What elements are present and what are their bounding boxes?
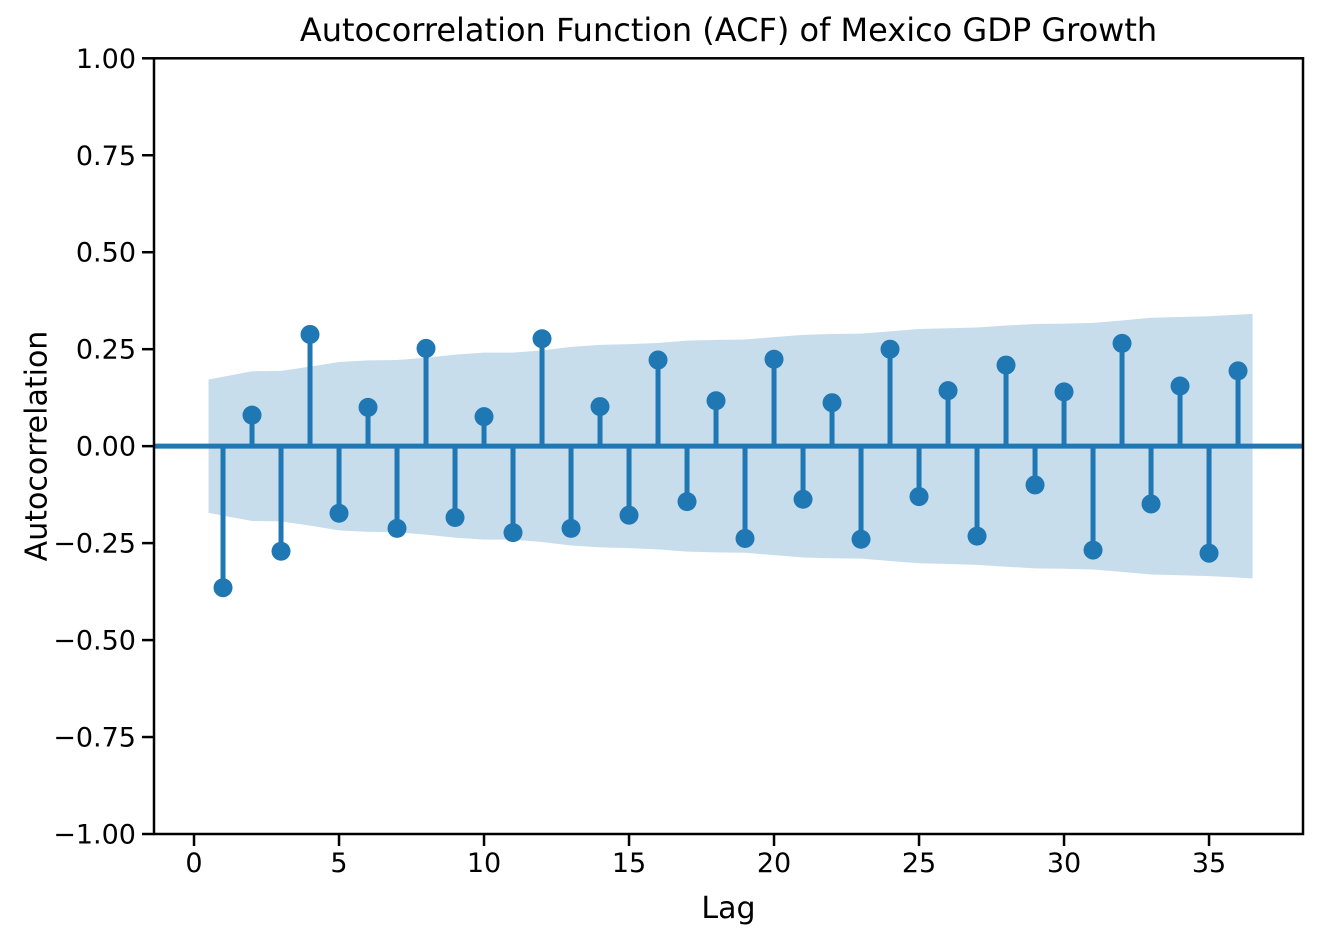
x-tick-label: 20 — [757, 848, 791, 879]
x-tick-label: 35 — [1192, 848, 1226, 879]
marker-lag-36 — [1228, 361, 1248, 381]
marker-lag-20 — [764, 349, 784, 369]
marker-lag-12 — [532, 329, 552, 349]
y-tick-label: 0.00 — [76, 432, 136, 463]
y-tick-label: 1.00 — [76, 44, 136, 75]
y-tick-label: 0.75 — [76, 141, 136, 172]
marker-lag-21 — [793, 489, 813, 509]
marker-lag-27 — [967, 526, 987, 546]
x-tick-label: 15 — [612, 848, 646, 879]
marker-lag-32 — [1112, 333, 1132, 353]
marker-lag-31 — [1083, 540, 1103, 560]
y-tick-label: −1.00 — [53, 820, 136, 851]
marker-lag-5 — [329, 503, 349, 523]
marker-lag-28 — [996, 355, 1016, 375]
marker-lag-2 — [242, 405, 262, 425]
marker-lag-10 — [474, 407, 494, 427]
y-axis-label: Autocorrelation — [19, 330, 55, 562]
marker-lag-26 — [938, 381, 958, 401]
y-tick-label: −0.75 — [53, 723, 136, 754]
x-tick-label: 30 — [1047, 848, 1081, 879]
x-axis-label: Lag — [701, 891, 756, 926]
marker-lag-23 — [851, 529, 871, 549]
marker-lag-22 — [822, 393, 842, 413]
marker-lag-14 — [590, 397, 610, 417]
marker-lag-18 — [706, 391, 726, 411]
x-tick-label: 25 — [902, 848, 936, 879]
x-tick-label: 0 — [185, 848, 202, 879]
y-tick-label: 0.25 — [76, 335, 136, 366]
x-tick-label: 5 — [330, 848, 347, 879]
marker-lag-8 — [416, 338, 436, 358]
marker-lag-33 — [1141, 494, 1161, 514]
marker-lag-6 — [358, 397, 378, 417]
x-tick-label: 10 — [467, 848, 501, 879]
marker-lag-7 — [387, 518, 407, 538]
marker-lag-9 — [445, 508, 465, 528]
marker-lag-15 — [619, 505, 639, 525]
marker-lag-25 — [909, 487, 929, 507]
marker-lag-11 — [503, 523, 523, 543]
marker-lag-17 — [677, 492, 697, 512]
marker-lag-13 — [561, 518, 581, 538]
marker-lag-1 — [213, 578, 233, 598]
marker-lag-30 — [1054, 382, 1074, 402]
chart-title: Autocorrelation Function (ACF) of Mexico… — [299, 11, 1158, 49]
y-tick-label: −0.25 — [53, 529, 136, 560]
marker-lag-35 — [1199, 543, 1219, 563]
marker-lag-4 — [300, 324, 320, 344]
marker-lag-3 — [271, 541, 291, 561]
marker-lag-16 — [648, 350, 668, 370]
y-tick-label: 0.50 — [76, 238, 136, 269]
marker-lag-34 — [1170, 376, 1190, 396]
marker-lag-29 — [1025, 475, 1045, 495]
marker-lag-19 — [735, 528, 755, 548]
y-tick-label: −0.50 — [53, 626, 136, 657]
marker-lag-24 — [880, 339, 900, 359]
